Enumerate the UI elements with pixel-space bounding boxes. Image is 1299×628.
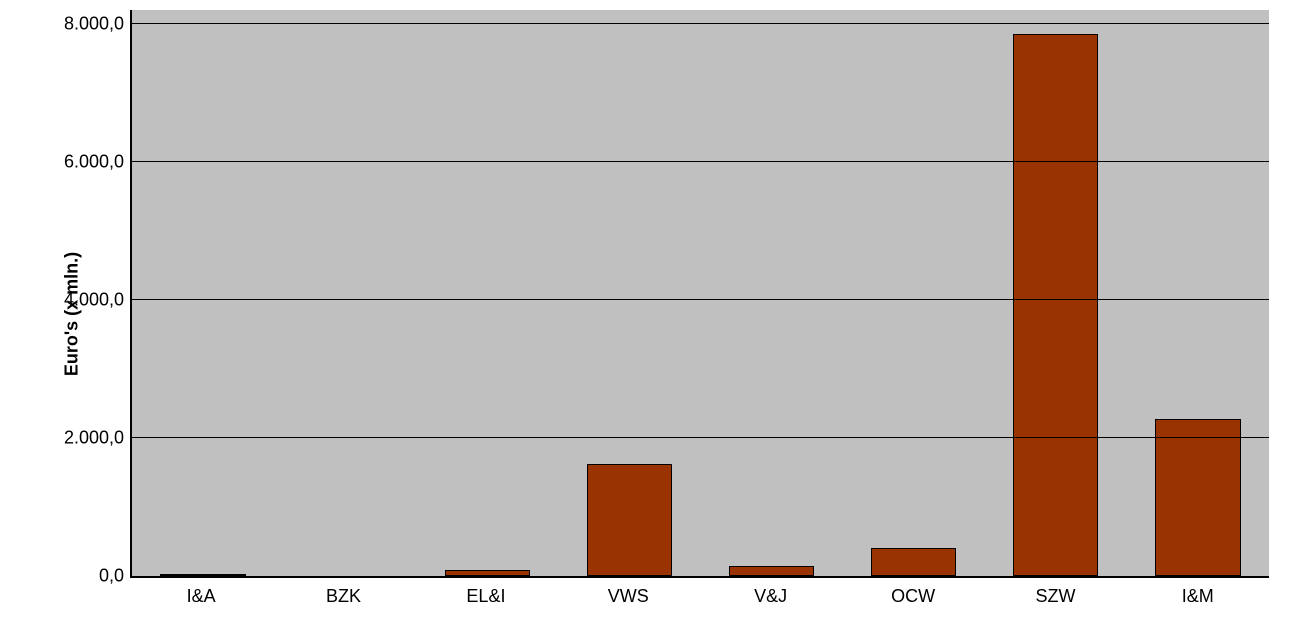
x-axis-labels: I&ABZKEL&IVWSV&JOCWSZWI&M	[130, 578, 1269, 628]
y-tick-label: 4.000,0	[64, 289, 132, 310]
chart-container: Euro's (x mln.) 0,02.000,04.000,06.000,0…	[0, 0, 1299, 628]
x-tick-label: V&J	[700, 578, 842, 628]
y-tick-label: 0,0	[99, 566, 132, 587]
bar	[445, 570, 530, 576]
x-tick-label: SZW	[984, 578, 1126, 628]
x-tick-label: OCW	[842, 578, 984, 628]
bar-slot	[701, 10, 843, 576]
bar	[1155, 419, 1240, 576]
bar-slot	[985, 10, 1127, 576]
gridline	[132, 299, 1269, 300]
bars-layer	[132, 10, 1269, 576]
bar	[160, 574, 245, 576]
x-tick-label: I&M	[1127, 578, 1269, 628]
bar-slot	[558, 10, 700, 576]
x-tick-label: I&A	[130, 578, 272, 628]
gridline	[132, 437, 1269, 438]
plot-area: 0,02.000,04.000,06.000,08.000,0	[130, 10, 1269, 578]
bar	[587, 464, 672, 576]
x-tick-label: EL&I	[415, 578, 557, 628]
gridline	[132, 161, 1269, 162]
bar	[871, 548, 956, 576]
bar-slot	[274, 10, 416, 576]
bar	[1013, 34, 1098, 576]
y-tick-label: 8.000,0	[64, 13, 132, 34]
y-tick-label: 6.000,0	[64, 151, 132, 172]
gridline	[132, 23, 1269, 24]
bar-slot	[1127, 10, 1269, 576]
y-axis-label: Euro's (x mln.)	[62, 252, 83, 376]
y-tick-label: 2.000,0	[64, 427, 132, 448]
bar-slot	[132, 10, 274, 576]
bar-slot	[843, 10, 985, 576]
bar-slot	[416, 10, 558, 576]
x-tick-label: VWS	[557, 578, 699, 628]
x-tick-label: BZK	[272, 578, 414, 628]
bar	[729, 566, 814, 576]
